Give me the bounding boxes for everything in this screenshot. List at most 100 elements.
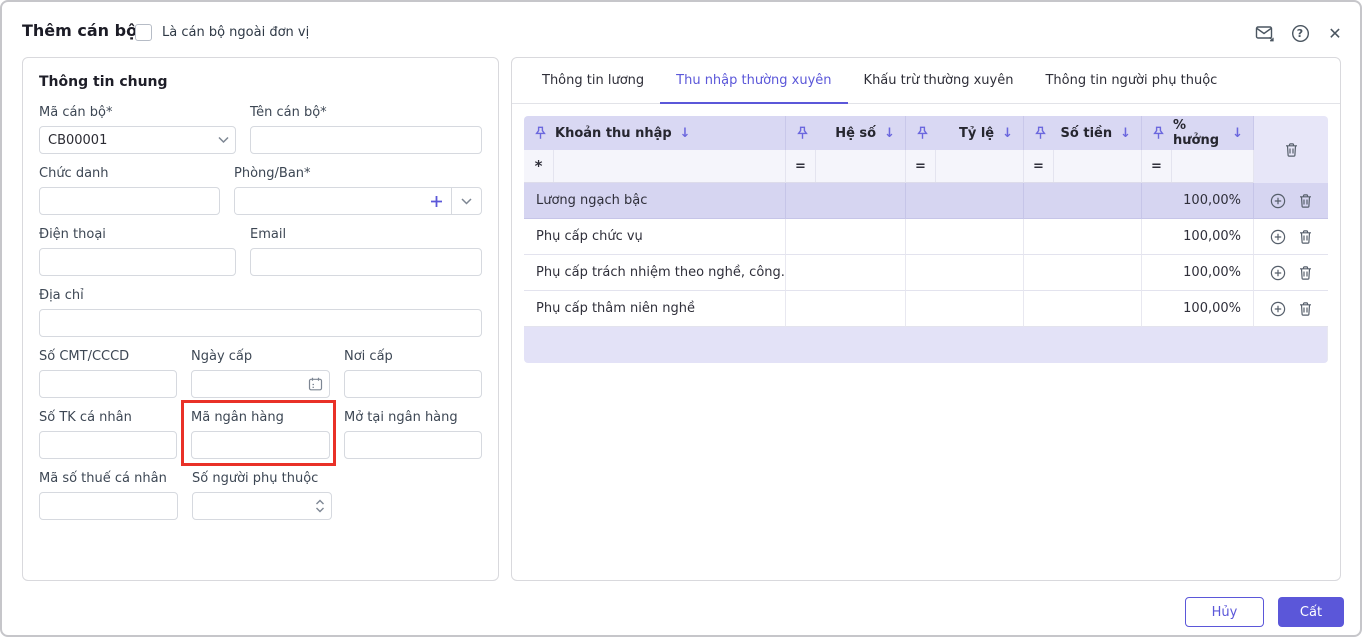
cell-ty-le[interactable] [906, 219, 1024, 255]
filter-cell-so-tien: = [1024, 150, 1142, 183]
add-row-icon[interactable] [1270, 193, 1286, 209]
tab-thu-nhap-thuong-xuyen[interactable]: Thu nhập thường xuyên [660, 58, 848, 104]
cell-percent[interactable]: 100,00% [1142, 291, 1254, 327]
column-header-khoan-thu-nhap[interactable]: Khoản thu nhập ↓ [524, 116, 786, 150]
trash-icon[interactable] [1284, 142, 1299, 158]
calendar-icon[interactable] [308, 377, 323, 392]
cell-percent[interactable]: 100,00% [1142, 183, 1254, 219]
external-staff-checkbox-row[interactable]: Là cán bộ ngoài đơn vị [135, 24, 309, 41]
trash-icon[interactable] [1298, 193, 1313, 209]
cell-so-tien[interactable] [1024, 183, 1142, 219]
bank-code-input[interactable] [191, 431, 330, 459]
cell-percent[interactable]: 100,00% [1142, 219, 1254, 255]
cell-he-so[interactable] [786, 183, 906, 219]
department-dropdown-button[interactable] [451, 188, 481, 214]
add-row-icon[interactable] [1270, 301, 1286, 317]
cell-so-tien[interactable] [1024, 219, 1142, 255]
issue-date-input[interactable] [191, 370, 330, 398]
mail-icon[interactable] [1254, 22, 1276, 44]
trash-icon[interactable] [1298, 229, 1313, 245]
delete-column-header[interactable] [1254, 116, 1328, 183]
staff-name-input[interactable] [250, 126, 482, 154]
pin-icon[interactable] [796, 126, 809, 140]
filter-input[interactable] [936, 150, 1023, 182]
save-button[interactable]: Cất [1278, 597, 1344, 627]
trash-icon[interactable] [1298, 301, 1313, 317]
pin-icon[interactable] [1152, 126, 1165, 140]
help-icon[interactable]: ? [1289, 22, 1311, 44]
table-row-name[interactable]: Lương ngạch bậc [524, 183, 786, 219]
filter-cell-phan-tram-huong: = [1142, 150, 1254, 183]
tab-bar: Thông tin lương Thu nhập thường xuyên Kh… [512, 58, 1340, 104]
staff-name-field: Tên cán bộ* [250, 105, 482, 154]
table-row-name[interactable]: Phụ cấp chức vụ [524, 219, 786, 255]
sort-icon[interactable]: ↓ [1232, 125, 1243, 141]
stepper-icon[interactable] [315, 499, 325, 513]
filter-input[interactable] [816, 150, 905, 182]
department-input[interactable] [235, 188, 421, 214]
filter-input[interactable] [554, 150, 785, 182]
issue-place-input[interactable] [344, 370, 482, 398]
staff-name-label: Tên cán bộ* [250, 105, 327, 120]
column-header-so-tien[interactable]: Số tiền ↓ [1024, 116, 1142, 150]
add-row-icon[interactable] [1270, 265, 1286, 281]
new-row-area[interactable] [524, 327, 1328, 363]
department-label: Phòng/Ban* [234, 166, 311, 181]
tax-code-input[interactable] [39, 492, 178, 520]
dependents-input[interactable] [192, 492, 332, 520]
sort-icon[interactable]: ↓ [884, 125, 895, 141]
cell-so-tien[interactable] [1024, 255, 1142, 291]
general-info-heading: Thông tin chung [39, 74, 168, 90]
sort-icon[interactable]: ↓ [1002, 125, 1013, 141]
add-department-button[interactable] [421, 188, 451, 214]
filter-input[interactable] [1172, 150, 1253, 182]
cell-ty-le[interactable] [906, 291, 1024, 327]
pin-icon[interactable] [916, 126, 929, 140]
cancel-button[interactable]: Hủy [1185, 597, 1264, 627]
phone-input[interactable] [39, 248, 236, 276]
tab-thong-tin-nguoi-phu-thuoc[interactable]: Thông tin người phụ thuộc [1045, 73, 1218, 88]
pin-icon[interactable] [534, 126, 547, 140]
dialog-footer: Hủy Cất [1185, 597, 1344, 627]
job-title-input[interactable] [39, 187, 220, 215]
column-label: Tỷ lệ [958, 125, 995, 141]
tab-khau-tru-thuong-xuyen[interactable]: Khấu trừ thường xuyên [863, 73, 1014, 88]
filter-operator[interactable]: = [1142, 150, 1172, 182]
cell-he-so[interactable] [786, 291, 906, 327]
issue-place-field: Nơi cấp [344, 349, 482, 398]
trash-icon[interactable] [1298, 265, 1313, 281]
cell-he-so[interactable] [786, 255, 906, 291]
cell-he-so[interactable] [786, 219, 906, 255]
chevron-down-icon[interactable] [218, 136, 229, 144]
external-staff-checkbox[interactable] [135, 24, 152, 41]
column-header-ty-le[interactable]: Tỷ lệ ↓ [906, 116, 1024, 150]
sort-icon[interactable]: ↓ [679, 125, 691, 141]
add-row-icon[interactable] [1270, 229, 1286, 245]
bank-branch-input[interactable] [344, 431, 482, 459]
account-number-input[interactable] [39, 431, 177, 459]
account-number-field: Số TK cá nhân [39, 410, 177, 459]
tab-thong-tin-luong[interactable]: Thông tin lương [542, 73, 645, 88]
cell-so-tien[interactable] [1024, 291, 1142, 327]
staff-code-select[interactable] [39, 126, 236, 154]
column-header-phan-tram-huong[interactable]: % hưởng ↓ [1142, 116, 1254, 150]
table-row-name[interactable]: Phụ cấp thâm niên nghề [524, 291, 786, 327]
column-header-he-so[interactable]: Hệ số ↓ [786, 116, 906, 150]
email-input[interactable] [250, 248, 482, 276]
sort-icon[interactable]: ↓ [1120, 125, 1131, 141]
close-icon[interactable]: ✕ [1328, 23, 1342, 43]
cell-ty-le[interactable] [906, 183, 1024, 219]
filter-operator[interactable]: = [906, 150, 936, 182]
filter-operator[interactable]: = [1024, 150, 1054, 182]
filter-star[interactable]: * [524, 150, 554, 182]
filter-operator[interactable]: = [786, 150, 816, 182]
filter-input[interactable] [1054, 150, 1141, 182]
cell-ty-le[interactable] [906, 255, 1024, 291]
department-field: Phòng/Ban* [234, 166, 482, 215]
pin-icon[interactable] [1034, 126, 1047, 140]
table-row-name[interactable]: Phụ cấp trách nhiệm theo nghề, công... [524, 255, 786, 291]
id-number-input[interactable] [39, 370, 177, 398]
address-input[interactable] [39, 309, 482, 337]
cell-percent[interactable]: 100,00% [1142, 255, 1254, 291]
phone-label: Điện thoại [39, 227, 106, 242]
